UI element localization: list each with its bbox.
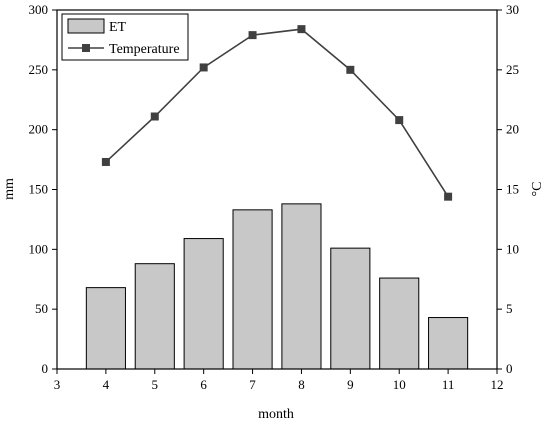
y-left-tick-label-50: 50: [35, 301, 48, 316]
y-right-tick-label-30: 30: [506, 2, 519, 17]
et-bar-8: [281, 203, 322, 370]
temperature-point-5: [150, 112, 159, 121]
legend-et-label: ET: [109, 20, 127, 35]
y-right-tick-label-25: 25: [506, 62, 519, 77]
temperature-line: [105, 28, 449, 198]
y-left-tick-label-100: 100: [29, 241, 49, 256]
temperature-point-6: [199, 63, 208, 72]
et-bar-4: [85, 287, 126, 370]
et-bar-11: [428, 317, 469, 370]
legend-temperature-marker: [82, 44, 90, 52]
y-left-axis-title: mm: [2, 178, 17, 200]
et-bar-6: [183, 238, 224, 370]
y-left-tick-label-250: 250: [29, 62, 49, 77]
y-right-tick-label-0: 0: [506, 361, 513, 376]
temperature-point-10: [395, 116, 404, 125]
y-left-tick-label-300: 300: [29, 2, 49, 17]
legend: ET Temperature: [61, 13, 189, 61]
temperature-point-8: [297, 25, 306, 34]
temperature-point-7: [248, 31, 257, 40]
temperature-point-11: [444, 192, 453, 201]
y-right-tick-label-5: 5: [506, 301, 513, 316]
x-tick-label-11: 11: [442, 377, 455, 392]
et-bar-5: [134, 263, 175, 370]
x-tick-label-8: 8: [298, 377, 305, 392]
legend-et-swatch: [67, 18, 105, 34]
y-right-tick-label-10: 10: [506, 241, 519, 256]
et-bar-9: [330, 247, 371, 370]
y-right-tick-label-15: 15: [506, 182, 519, 197]
x-tick-label-6: 6: [200, 377, 207, 392]
legend-temperature-label: Temperature: [109, 42, 180, 57]
x-tick-label-3: 3: [54, 377, 61, 392]
x-tick-label-4: 4: [103, 377, 110, 392]
bar-series: [85, 203, 469, 370]
y-left-tick-label-0: 0: [42, 361, 49, 376]
tick-labels: 3 4 5 6 7 8 9 10 11 12050100150200250300051015202…: [29, 2, 520, 392]
temperature-point-9: [346, 65, 355, 74]
line-series: [101, 25, 453, 201]
et-bar-7: [232, 209, 273, 370]
axes: [52, 9, 502, 374]
x-tick-label-5: 5: [152, 377, 159, 392]
x-tick-label-12: 12: [491, 377, 504, 392]
x-axis-title: month: [258, 407, 294, 422]
x-tick-label-7: 7: [249, 377, 256, 392]
y-right-axis-title: °C: [530, 182, 545, 197]
y-right-tick-label-20: 20: [506, 122, 519, 137]
y-left-tick-label-200: 200: [29, 122, 49, 137]
temperature-point-4: [101, 157, 110, 166]
x-tick-label-10: 10: [393, 377, 406, 392]
et-bar-10: [379, 277, 420, 370]
x-tick-label-9: 9: [347, 377, 354, 392]
y-left-tick-label-150: 150: [29, 182, 49, 197]
